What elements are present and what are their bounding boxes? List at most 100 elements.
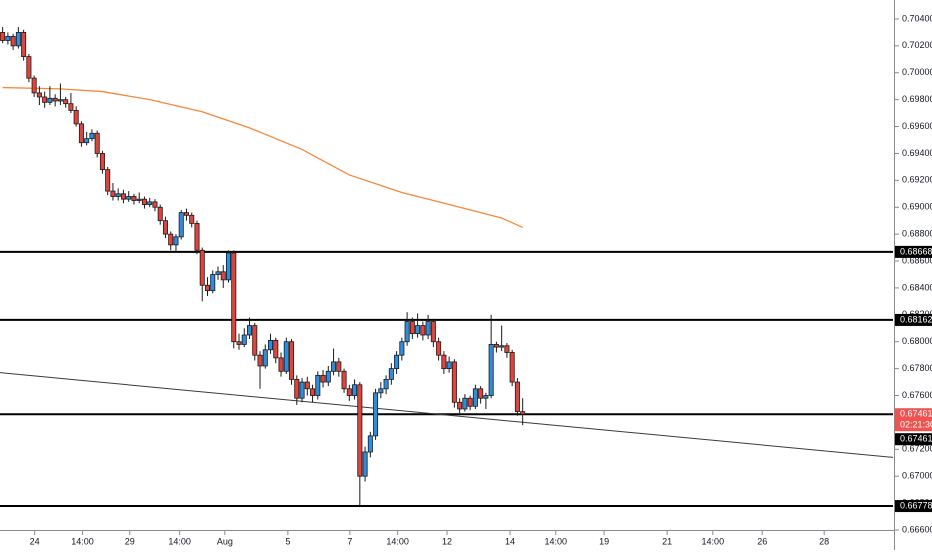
candle-body (183, 212, 189, 216)
level-label: 0.68162 (900, 314, 932, 324)
x-tick-label: 14:00 (71, 536, 94, 546)
candle-body (378, 388, 384, 394)
candle-body (52, 97, 58, 102)
y-tick-label: 0.67200 (902, 444, 932, 454)
candle-body (84, 138, 90, 144)
candle-body (467, 397, 473, 407)
level-label-box (895, 500, 932, 513)
y-tick-label: 0.68600 (902, 255, 932, 265)
candle-body (289, 341, 295, 380)
x-tick-label: 14:00 (544, 536, 567, 546)
candle-body (89, 132, 95, 140)
candle-body (383, 378, 389, 390)
candle-body (178, 212, 184, 238)
candle-body (21, 32, 27, 58)
candle-body (478, 388, 484, 399)
candle-body (189, 214, 195, 224)
candle-body (520, 411, 526, 415)
x-tick-label: 28 (819, 536, 829, 546)
candle-body (457, 401, 463, 410)
candle-body (451, 361, 457, 403)
candle-body (110, 190, 116, 197)
candle-body (262, 349, 268, 367)
x-tick-label: 5 (285, 536, 290, 546)
x-tick-label: 14:00 (386, 536, 409, 546)
candle-body (283, 341, 289, 372)
x-tick-label: 21 (662, 536, 672, 546)
candle-body (446, 361, 452, 370)
candle-body (325, 370, 331, 383)
candle-body (294, 378, 300, 399)
candle-body (320, 374, 326, 383)
candle-body (247, 325, 253, 336)
candle-body (336, 361, 342, 372)
countdown-label: 02:21:30 (900, 420, 932, 430)
candle-body (504, 345, 510, 353)
y-tick-label: 0.67800 (902, 363, 932, 373)
candle-body (63, 99, 69, 105)
y-tick-label: 0.68400 (902, 282, 932, 292)
candle-body (141, 198, 147, 205)
candle-body (194, 222, 200, 251)
candle-body (220, 271, 226, 281)
y-tick-label: 0.69000 (902, 202, 932, 212)
candle-body (268, 339, 274, 351)
candle-body (394, 354, 400, 370)
y-tick-label: 0.67000 (902, 471, 932, 481)
y-tick-label: 0.68000 (902, 336, 932, 346)
level-label: 0.67461 (900, 434, 932, 444)
x-tick-label: 14:00 (702, 536, 725, 546)
candle-body (10, 36, 16, 47)
candle-body (204, 284, 210, 292)
candle-body (173, 236, 179, 246)
candle-body (472, 388, 478, 407)
candle-body (399, 341, 405, 356)
candle-body (26, 56, 32, 79)
candle-body (436, 341, 442, 356)
candle-body (425, 321, 431, 336)
candle-body (168, 233, 174, 246)
x-tick-label: 26 (757, 536, 767, 546)
candle-body (131, 196, 137, 201)
candle-body (404, 321, 410, 343)
last-price-label: 0.67461 (900, 409, 932, 419)
level-label-box (895, 313, 932, 326)
level-label-box (895, 245, 932, 258)
candle-body (94, 132, 100, 154)
y-tick-label: 0.69600 (902, 121, 932, 131)
candle-body (78, 123, 84, 144)
candle-body (409, 321, 415, 335)
candle-body (357, 384, 363, 477)
candle-body (0, 32, 6, 41)
candle-body (115, 193, 121, 197)
candle-body (278, 357, 284, 372)
candle-body (199, 249, 205, 286)
y-tick-label: 0.69200 (902, 175, 932, 185)
y-tick-label: 0.69800 (902, 94, 932, 104)
y-tick-label: 0.70200 (902, 40, 932, 50)
candle-body (136, 198, 142, 201)
candle-body (420, 325, 426, 336)
candle-body (99, 153, 105, 170)
candle-body (462, 397, 468, 410)
candle-body (162, 220, 168, 235)
candle-body (252, 325, 258, 356)
candle-body (493, 344, 499, 348)
moving-average (2, 86, 523, 229)
candle-body (236, 341, 242, 345)
candle-body (310, 388, 316, 396)
last-price-box (895, 408, 932, 432)
candle-body (120, 193, 126, 200)
candle-body (488, 344, 494, 396)
x-tick-label: 14:00 (168, 536, 191, 546)
candle-body (499, 345, 505, 348)
candle-body (15, 32, 21, 47)
level-label-box (895, 433, 932, 446)
candle-body (388, 368, 394, 380)
y-tick-label: 0.70400 (902, 13, 932, 23)
y-tick-label: 0.70000 (902, 67, 932, 77)
candle-body (126, 196, 132, 200)
